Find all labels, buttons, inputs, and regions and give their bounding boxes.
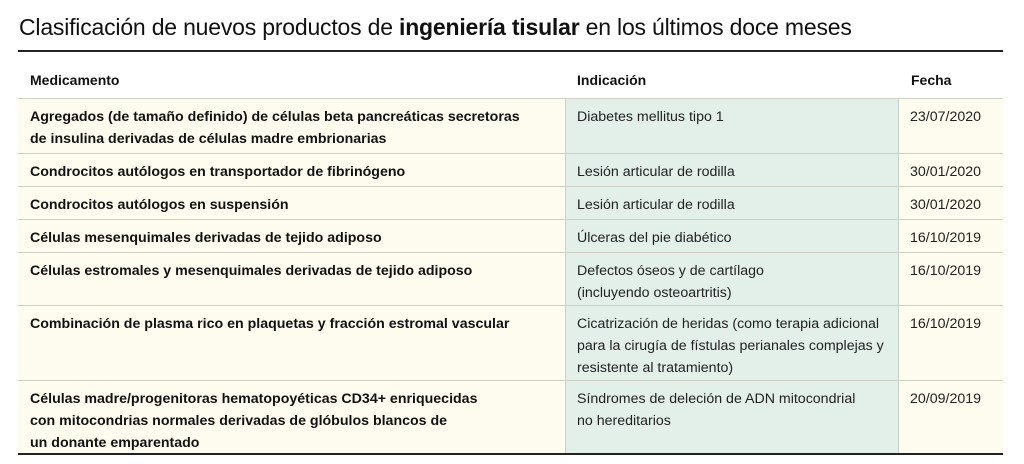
table-row: Condrocitos autólogos en suspensión Lesi… xyxy=(18,186,1003,219)
table-row: Agregados (de tamaño definido) de célula… xyxy=(18,98,1003,153)
table-row: Células mesenquimales derivadas de tejid… xyxy=(18,219,1003,252)
cell-text: Condrocitos autólogos en transportador d… xyxy=(30,164,406,180)
cell-text: Diabetes mellitus tipo 1 xyxy=(577,109,724,125)
title-rule xyxy=(18,50,1003,52)
title-suffix: en los últimos doce meses xyxy=(579,14,852,40)
cell-text: Lesión articular de rodilla xyxy=(577,197,735,213)
table-row: Combinación de plasma rico en plaquetas … xyxy=(18,305,1003,380)
cell-text: Síndromes de deleción de ADN mitocondria… xyxy=(577,391,856,407)
cell-indicacion: Cicatrización de heridas (como terapia a… xyxy=(565,306,899,380)
header-fecha: Fecha xyxy=(911,72,952,88)
cell-text: Úlceras del pie diabético xyxy=(577,230,732,246)
cell-indicacion: Defectos óseos y de cartílago (incluyend… xyxy=(565,253,899,305)
cell-fecha: 30/01/2020 xyxy=(899,187,1003,219)
cell-indicacion: Diabetes mellitus tipo 1 xyxy=(565,99,899,153)
table-row: Células estromales y mesenquimales deriv… xyxy=(18,252,1003,305)
page-title: Clasificación de nuevos productos de ing… xyxy=(19,14,852,41)
cell-medicamento: Células madre/progenitoras hematopoyétic… xyxy=(18,381,565,453)
table-row: Condrocitos autólogos en transportador d… xyxy=(18,153,1003,186)
cell-indicacion: Síndromes de deleción de ADN mitocondria… xyxy=(565,381,899,453)
cell-indicacion: Lesión articular de rodilla xyxy=(565,187,899,219)
cell-medicamento: Células estromales y mesenquimales deriv… xyxy=(18,253,565,305)
cell-text: Cicatrización de heridas (como terapia a… xyxy=(577,316,880,332)
cell-text: para la cirugía de fístulas perianales c… xyxy=(577,338,884,354)
table-row: Células madre/progenitoras hematopoyétic… xyxy=(18,380,1003,453)
cell-text: Células estromales y mesenquimales deriv… xyxy=(30,263,473,279)
cell-indicacion: Lesión articular de rodilla xyxy=(565,154,899,186)
cell-text: Combinación de plasma rico en plaquetas … xyxy=(30,316,510,332)
cell-text: Células madre/progenitoras hematopoyétic… xyxy=(30,391,478,407)
cell-text: Condrocitos autólogos en suspensión xyxy=(30,197,289,213)
cell-fecha: 20/09/2019 xyxy=(899,381,1003,453)
cell-medicamento: Agregados (de tamaño definido) de célula… xyxy=(18,99,565,153)
cell-fecha: 23/07/2020 xyxy=(899,99,1003,153)
cell-fecha: 16/10/2019 xyxy=(899,220,1003,252)
products-table: Medicamento Indicación Fecha Agregados (… xyxy=(18,52,1003,455)
cell-text: un donante emparentado xyxy=(30,435,200,451)
cell-medicamento: Condrocitos autólogos en suspensión xyxy=(18,187,565,219)
header-medicamento: Medicamento xyxy=(30,72,120,88)
cell-text: Agregados (de tamaño definido) de célula… xyxy=(30,109,520,125)
cell-text: Lesión articular de rodilla xyxy=(577,164,735,180)
cell-medicamento: Combinación de plasma rico en plaquetas … xyxy=(18,306,565,380)
table-header: Medicamento Indicación Fecha xyxy=(18,52,1003,98)
header-indicacion: Indicación xyxy=(577,72,647,88)
cell-text: no hereditarios xyxy=(577,413,671,429)
cell-text: de insulina derivadas de células madre e… xyxy=(30,131,387,147)
table-bottom-rule xyxy=(18,453,1003,455)
cell-medicamento: Células mesenquimales derivadas de tejid… xyxy=(18,220,565,252)
cell-fecha: 16/10/2019 xyxy=(899,306,1003,380)
cell-indicacion: Úlceras del pie diabético xyxy=(565,220,899,252)
cell-text: resistente al tratamiento) xyxy=(577,360,734,376)
cell-text: con mitocondrias normales derivadas de g… xyxy=(30,413,448,429)
cell-medicamento: Condrocitos autólogos en transportador d… xyxy=(18,154,565,186)
cell-text: Células mesenquimales derivadas de tejid… xyxy=(30,230,382,246)
cell-text: Defectos óseos y de cartílago xyxy=(577,263,764,279)
cell-fecha: 16/10/2019 xyxy=(899,253,1003,305)
title-prefix: Clasificación de nuevos productos de xyxy=(19,14,399,40)
cell-text: (incluyendo osteoartritis) xyxy=(577,285,732,301)
title-bold: ingeniería tisular xyxy=(399,14,580,40)
cell-fecha: 30/01/2020 xyxy=(899,154,1003,186)
